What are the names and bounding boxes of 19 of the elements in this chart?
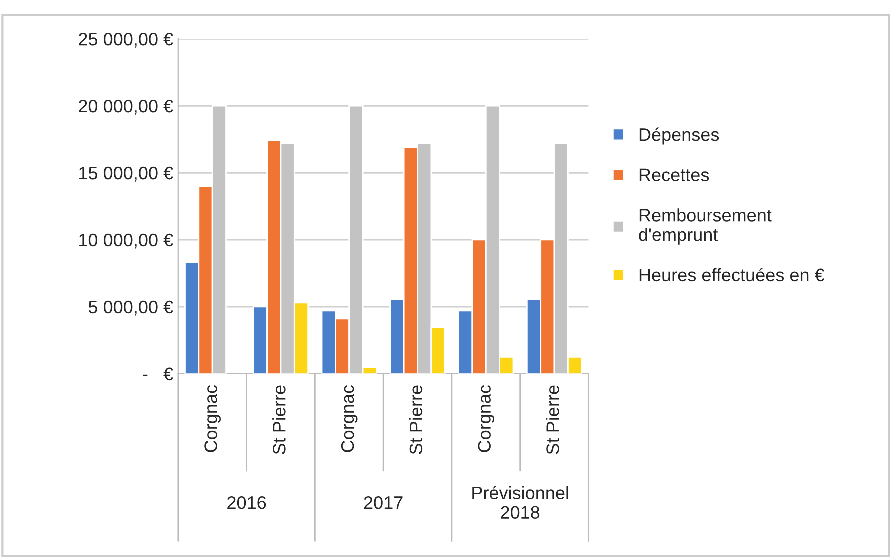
x-tick-label: Corgnac <box>478 385 495 452</box>
x-tick-label: St Pierre <box>272 386 286 454</box>
y-tick-label: - € <box>143 368 174 381</box>
x-tick-label: St Pierre <box>546 386 560 454</box>
y-tick-label: 25 000,00 € <box>79 32 174 48</box>
legend-label: Dépenses <box>640 128 720 145</box>
legend-label: Remboursement d'emprunt <box>639 208 772 245</box>
text: Prévisionnel 2018 <box>472 486 568 520</box>
y-tick-label: 10 000,00 € <box>80 234 174 249</box>
y-tick-label: 15 000,00 € <box>80 166 174 182</box>
x-tick-label: Corgnac <box>204 385 222 452</box>
text: 2016 <box>228 496 266 510</box>
x-tick-label: Corgnac <box>341 385 358 452</box>
legend-label: Heures effectuées en € <box>640 268 825 282</box>
text: 2017 <box>364 496 403 510</box>
y-tick-label: 5 000,00 € <box>88 300 174 316</box>
y-tick-label: 20 000,00 € <box>79 100 174 115</box>
x-tick-label: St Pierre <box>409 386 423 454</box>
legend-label: Recettes <box>640 168 710 182</box>
